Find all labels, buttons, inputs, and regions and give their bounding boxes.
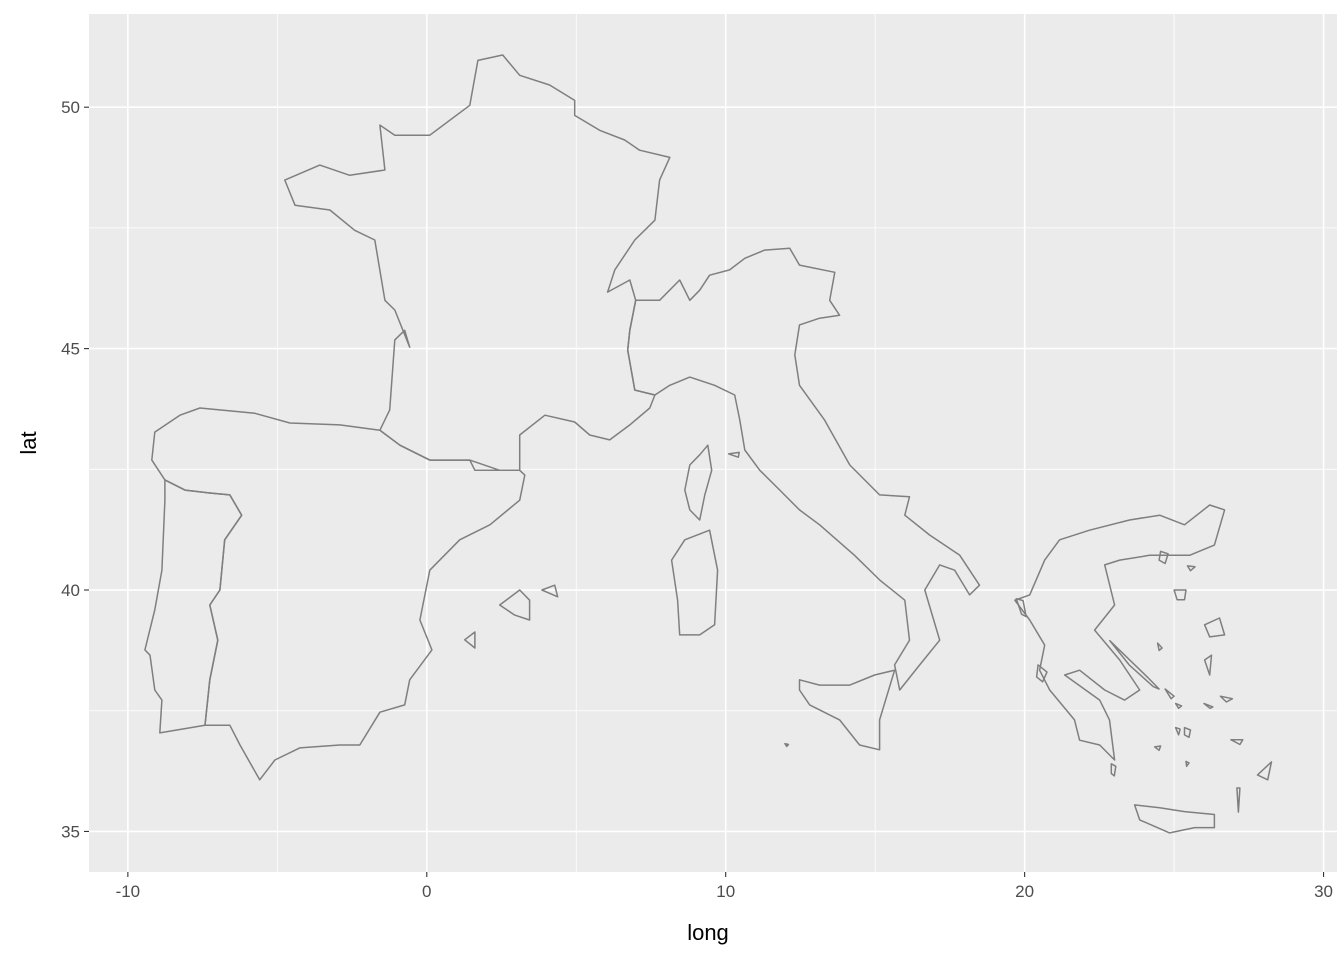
x-axis: -10 0 10 20 30 [116, 872, 1333, 901]
x-axis-title: long [687, 920, 729, 945]
region-spain [151, 407, 526, 781]
region-chios [1203, 654, 1213, 676]
region-corsica [684, 444, 713, 521]
region-naxos [1183, 726, 1192, 739]
region-paros [1174, 726, 1181, 736]
region-lemnos [1173, 589, 1187, 601]
region-samos [1219, 695, 1234, 703]
region-corfu [1015, 597, 1027, 618]
region-thasos [1158, 550, 1169, 565]
x-tick-label: 20 [1015, 882, 1034, 901]
country-outlines [144, 54, 1273, 834]
region-milos [1153, 745, 1162, 752]
region-lesbos [1203, 617, 1226, 638]
x-tick-label: -10 [116, 882, 141, 901]
region-rhodes [1256, 761, 1273, 781]
region-crete [1133, 804, 1216, 834]
region-kefalonia [1035, 664, 1048, 683]
region-skyros [1156, 642, 1163, 652]
region-kythira [1110, 763, 1117, 777]
region-malta [784, 742, 790, 748]
plot-panel [89, 14, 1337, 872]
region-mallorca [498, 589, 531, 621]
region-samothrace [1186, 565, 1196, 572]
region-karpathos [1236, 787, 1241, 813]
region-elba [727, 451, 740, 458]
region-portugal [144, 479, 243, 734]
major-gridlines [89, 14, 1337, 872]
region-france [284, 54, 671, 472]
region-kos [1230, 738, 1244, 746]
region-sicily [798, 669, 896, 751]
region-santorini [1185, 760, 1190, 768]
minor-gridlines [89, 14, 1337, 872]
y-axis-title: lat [16, 431, 41, 454]
y-tick-label: 50 [61, 98, 80, 117]
region-italy [626, 247, 981, 691]
x-tick-label: 10 [716, 882, 735, 901]
region-andros [1164, 688, 1175, 700]
region-ibiza [463, 631, 476, 649]
x-tick-label: 30 [1314, 882, 1333, 901]
region-ikaria [1203, 702, 1214, 710]
y-axis: 35 40 45 50 [61, 98, 89, 841]
y-tick-label: 35 [61, 822, 80, 841]
y-tick-label: 45 [61, 340, 80, 359]
region-menorca [541, 584, 559, 598]
y-tick-label: 40 [61, 581, 80, 600]
region-sardinia [670, 529, 719, 636]
region-euboea [1109, 639, 1160, 690]
x-tick-label: 0 [422, 882, 431, 901]
region-greece [1014, 504, 1226, 761]
region-tinos [1174, 702, 1183, 710]
